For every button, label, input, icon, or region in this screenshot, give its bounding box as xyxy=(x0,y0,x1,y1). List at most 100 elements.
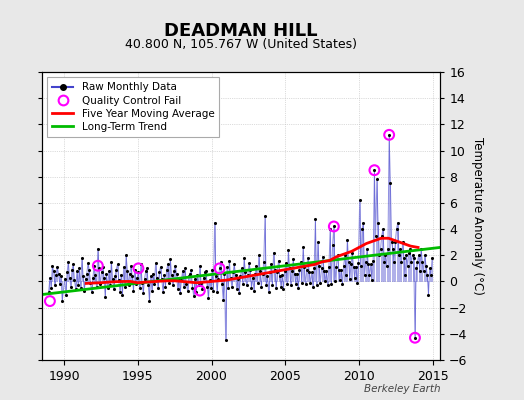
Point xyxy=(336,277,344,283)
Point xyxy=(263,273,271,280)
Point xyxy=(171,262,180,269)
Point xyxy=(316,280,324,286)
Point xyxy=(170,268,178,274)
Point xyxy=(181,265,189,272)
Point xyxy=(343,236,352,243)
Point xyxy=(311,216,320,222)
Point xyxy=(140,276,149,282)
Point xyxy=(389,246,397,252)
Legend: Raw Monthly Data, Quality Control Fail, Five Year Moving Average, Long-Term Tren: Raw Monthly Data, Quality Control Fail, … xyxy=(47,77,220,137)
Point xyxy=(147,273,155,280)
Point xyxy=(243,282,251,288)
Point xyxy=(342,272,351,278)
Point xyxy=(113,261,122,268)
Point xyxy=(106,282,114,288)
Point xyxy=(139,290,148,296)
Point xyxy=(150,281,159,287)
Point xyxy=(348,250,356,256)
Point xyxy=(219,296,227,303)
Point xyxy=(251,270,259,277)
Point xyxy=(84,260,92,266)
Point xyxy=(211,219,219,226)
Point xyxy=(398,239,407,245)
Point xyxy=(246,266,255,273)
Point xyxy=(267,261,275,268)
Point xyxy=(117,272,125,278)
Point xyxy=(88,289,96,295)
Point xyxy=(261,213,269,219)
Point xyxy=(81,276,90,282)
Point xyxy=(74,282,82,288)
Point xyxy=(99,264,107,270)
Point xyxy=(265,289,273,295)
Point xyxy=(69,261,78,268)
Point xyxy=(421,252,429,258)
Point xyxy=(376,246,385,252)
Point xyxy=(361,272,369,278)
Point xyxy=(300,264,309,270)
Point xyxy=(323,282,332,288)
Point xyxy=(45,289,53,295)
Point xyxy=(103,285,112,291)
Point xyxy=(363,246,371,252)
Point xyxy=(337,266,345,273)
Point xyxy=(94,246,102,252)
Point xyxy=(334,266,343,273)
Point xyxy=(231,272,239,278)
Point xyxy=(329,242,337,248)
Point xyxy=(370,167,379,173)
Point xyxy=(347,261,355,268)
Point xyxy=(126,270,134,277)
Point xyxy=(89,274,97,281)
Point xyxy=(214,276,223,282)
Point xyxy=(145,298,154,304)
Point xyxy=(230,261,238,268)
Point xyxy=(167,272,176,278)
Point xyxy=(288,268,296,274)
Point xyxy=(373,176,381,182)
Point xyxy=(121,284,129,290)
Point xyxy=(208,266,216,273)
Point xyxy=(193,272,202,278)
Point xyxy=(215,265,224,272)
Point xyxy=(416,268,424,274)
Point xyxy=(67,284,75,290)
Point xyxy=(226,274,235,281)
Point xyxy=(266,269,274,276)
Point xyxy=(394,219,402,226)
Point xyxy=(180,284,188,290)
Point xyxy=(111,273,119,280)
Point xyxy=(402,252,410,258)
Point xyxy=(213,289,221,295)
Point xyxy=(354,260,363,266)
Point xyxy=(176,290,184,296)
Point xyxy=(330,223,338,230)
Point xyxy=(46,274,54,281)
Point xyxy=(204,295,213,302)
Point xyxy=(130,266,139,273)
Point xyxy=(207,285,215,291)
Point xyxy=(412,265,420,272)
Point xyxy=(414,252,423,258)
Point xyxy=(203,284,211,290)
Point xyxy=(372,232,380,239)
Point xyxy=(318,265,326,272)
Point xyxy=(408,252,417,258)
Point xyxy=(190,293,198,299)
Point xyxy=(182,281,191,287)
Point xyxy=(54,270,63,277)
Point xyxy=(70,277,79,283)
Point xyxy=(341,252,349,258)
Point xyxy=(155,269,163,276)
Point xyxy=(417,246,425,252)
Point xyxy=(364,261,373,268)
Point xyxy=(275,257,283,264)
Point xyxy=(283,281,291,287)
Point xyxy=(187,266,195,273)
Point xyxy=(419,268,428,274)
Point xyxy=(46,298,54,304)
Point xyxy=(128,273,136,280)
Point xyxy=(310,265,319,272)
Point xyxy=(375,252,384,258)
Point xyxy=(85,266,93,273)
